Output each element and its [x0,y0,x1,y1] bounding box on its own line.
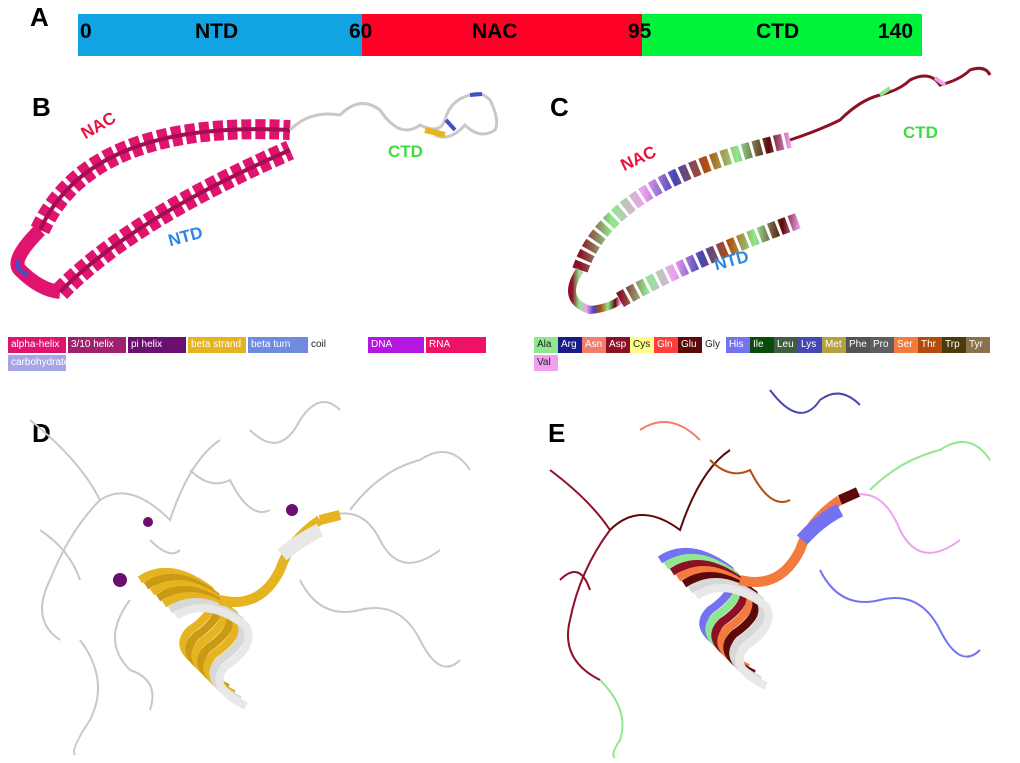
ctd-segment [642,14,922,56]
amino-acid-legend: Ala Arg Asn Asp Cys Gln Glu Gly His Ile Leu Lys Met P… [534,337,1020,373]
legend-item-pi-helix: pi helix [128,337,186,353]
legend-item-ile: Ile [750,337,774,353]
panel-b-ctd-label: CTD [388,142,423,161]
nac-segment [362,14,642,56]
ctd-segment-label: CTD [756,20,800,43]
ntd-helix-colored [616,212,803,307]
panel-d-structure [20,380,500,760]
legend-item-thr: Thr [918,337,942,353]
residue-95-label: 95 [628,20,652,43]
beta-sheet-stack-colored [657,487,861,690]
legend-item-tyr: Tyr [966,337,990,353]
residue-start-label: 0 [80,20,92,43]
legend-item-gly: Gly [702,337,726,353]
legend-item-3-10-helix: 3/10 helix [68,337,126,353]
legend-item-ala: Ala [534,337,558,353]
legend-item-lys: Lys [798,337,822,353]
legend-item-glu: Glu [678,337,702,353]
legend-item-trp: Trp [942,337,966,353]
panel-label-a: A [30,2,49,32]
legend-item-rna: RNA [426,337,486,353]
helix-turn-loop-colored [568,267,623,315]
panel-label-c: C [550,92,569,122]
legend-item-cys: Cys [630,337,654,353]
legend-item-beta-strand: beta strand [188,337,246,353]
panel-b-structure [0,80,520,320]
ntd-helix [52,140,295,299]
legend-item-arg: Arg [558,337,582,353]
nac-helix-colored [572,132,792,273]
secondary-structure-legend: alpha-helix 3/10 helix pi helix beta strand… [8,337,488,373]
legend-item-phe: Phe [846,337,870,353]
legend-item-carbohydrate: carbohydrate [8,355,66,371]
residue-60-label: 60 [349,20,373,43]
legend-item-asp: Asp [606,337,630,353]
panel-c-structure [540,60,1020,320]
legend-item-met: Met [822,337,846,353]
legend-item-pro: Pro [870,337,894,353]
legend-item-alpha-helix: alpha-helix [8,337,66,353]
legend-item-asn: Asn [582,337,606,353]
legend-item-gln: Gln [654,337,678,353]
panel-c-ctd-label: CTD [903,123,938,142]
panel-label-b: B [32,92,51,122]
ctd-coil [288,91,499,139]
legend-item-dna: DNA [368,337,424,353]
helix-fragments [113,504,298,587]
legend-item-his: His [726,337,750,353]
residue-end-label: 140 [878,20,914,43]
legend-item-val: Val [534,355,558,371]
panel-e-structure [540,380,1020,760]
ntd-segment [78,14,362,56]
helix-turn-loop [10,225,62,299]
ntd-segment-label: NTD [195,20,239,43]
ctd-coil-colored [789,66,992,142]
disordered-coils-colored [549,389,991,759]
legend-item-leu: Leu [774,337,798,353]
legend-item-beta-turn: beta turn [248,337,308,353]
legend-item-ser: Ser [894,337,918,353]
panel-label-e: E [548,418,566,448]
disordered-coils [29,401,471,756]
beta-sheet-stack [137,510,342,710]
legend-item-coil: coil [308,337,366,353]
nac-segment-label: NAC [472,20,518,43]
